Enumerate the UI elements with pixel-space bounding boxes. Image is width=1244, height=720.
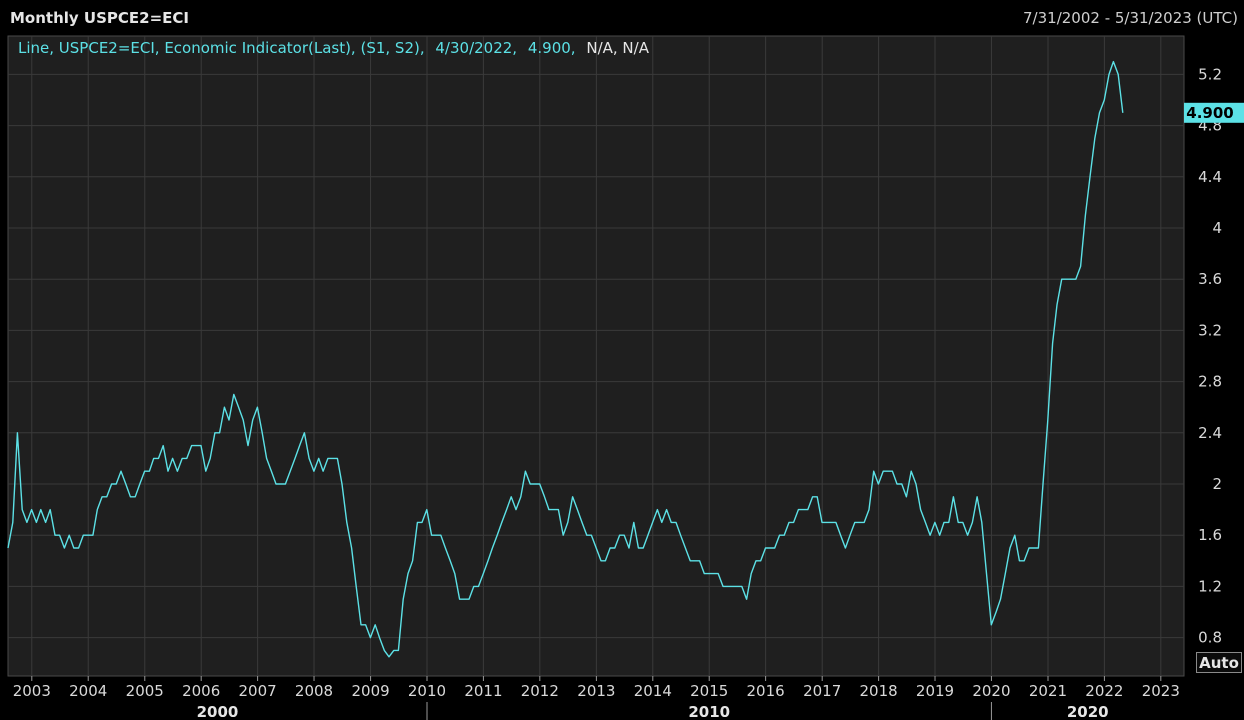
x-tick-label: 2005	[126, 682, 164, 700]
y-tick-label: 2.4	[1198, 424, 1222, 442]
x-tick-label: 2015	[690, 682, 728, 700]
date-range: 7/31/2002 - 5/31/2023 (UTC)	[1023, 9, 1238, 27]
decade-label: 2020	[1067, 703, 1109, 720]
x-tick-label: 2019	[916, 682, 954, 700]
legend-date: 4/30/2022,	[435, 39, 517, 57]
series-line-uspce2	[7, 60, 1124, 658]
x-tick-label: 2021	[1029, 682, 1067, 700]
y-tick-label: 1.6	[1198, 526, 1222, 544]
grid-lines	[8, 36, 1184, 676]
y-tick-label: 3.2	[1198, 321, 1222, 339]
legend: Line, USPCE2=ECI, Economic Indicator(Las…	[18, 39, 650, 57]
y-tick-label: 1.2	[1198, 577, 1222, 595]
x-tick-label: 2010	[408, 682, 446, 700]
x-tick-label: 2011	[464, 682, 502, 700]
x-tick-label: 2009	[351, 682, 389, 700]
y-tick-label: 2	[1212, 475, 1222, 493]
y-tick-label: 5.2	[1198, 65, 1222, 83]
decade-axis: 2000 2010 2020	[197, 702, 1109, 720]
decade-label: 2000	[197, 703, 239, 720]
x-axis: 2003 2004 2005 2006 2007 2008 2009 2010 2011 2012…	[13, 676, 1180, 700]
last-value-badge-text: 4.900	[1186, 104, 1233, 122]
legend-prefix: Line, USPCE2=ECI, Economic Indicator(Las…	[18, 39, 425, 57]
last-value-badge: 4.900	[1184, 102, 1244, 123]
y-tick-label: 4.4	[1198, 168, 1222, 186]
decade-label: 2010	[688, 703, 730, 720]
x-tick-label: 2003	[13, 682, 51, 700]
legend-value: 4.900,	[528, 39, 576, 57]
x-tick-label: 2016	[747, 682, 785, 700]
y-tick-label: 0.8	[1198, 629, 1222, 647]
x-tick-label: 2022	[1085, 682, 1123, 700]
x-tick-label: 2023	[1142, 682, 1180, 700]
x-tick-label: 2013	[577, 682, 615, 700]
chart-title: Monthly USPCE2=ECI	[10, 9, 189, 27]
x-tick-label: 2018	[860, 682, 898, 700]
y-tick-label: 3.6	[1198, 270, 1222, 288]
y-axis: 0.81.21.622.42.83.23.644.44.85.2	[1198, 65, 1222, 646]
series-group	[7, 60, 1124, 658]
x-tick-label: 2006	[182, 682, 220, 700]
x-tick-label: 2014	[634, 682, 672, 700]
x-tick-label: 2012	[521, 682, 559, 700]
x-tick-label: 2004	[69, 682, 107, 700]
legend-text: Line, USPCE2=ECI, Economic Indicator(Las…	[18, 39, 650, 57]
x-tick-label: 2007	[239, 682, 277, 700]
x-tick-label: 2020	[972, 682, 1010, 700]
x-tick-label: 2008	[295, 682, 333, 700]
y-tick-label: 2.8	[1198, 373, 1222, 391]
y-tick-label: 4	[1212, 219, 1222, 237]
last-value-badge-bg	[1184, 102, 1244, 123]
x-tick-label: 2017	[803, 682, 841, 700]
auto-scale-button[interactable]: Auto	[1196, 652, 1242, 673]
legend-na: N/A, N/A	[586, 39, 649, 57]
